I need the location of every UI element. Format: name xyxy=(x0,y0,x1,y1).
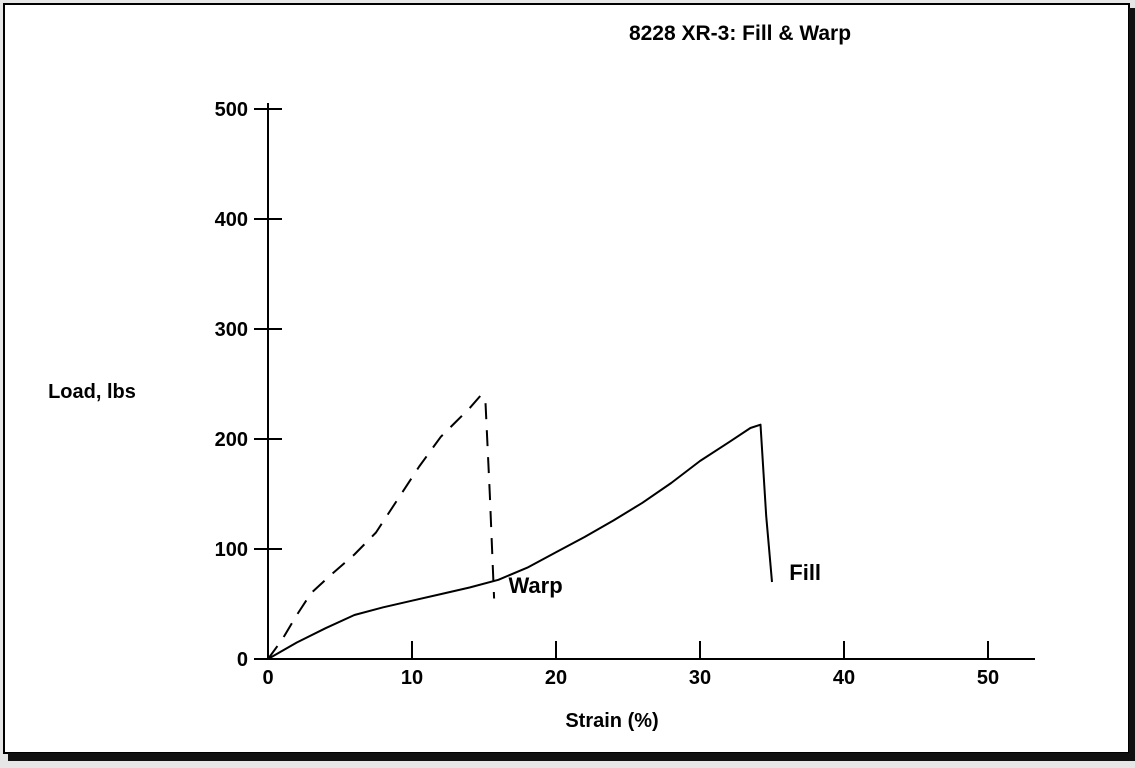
chart-title: 8228 XR-3: Fill & Warp xyxy=(629,22,851,45)
x-tick-label: 50 xyxy=(977,667,999,689)
x-axis-label: Strain (%) xyxy=(565,710,658,732)
series-label-fill: Fill xyxy=(789,560,821,585)
panel-shadow-bottom xyxy=(8,753,1134,761)
series-label-warp: Warp xyxy=(508,573,562,598)
y-axis-label: Load, lbs xyxy=(48,381,136,403)
x-tick-label: 10 xyxy=(401,667,423,689)
y-tick-label: 300 xyxy=(215,319,248,341)
chart-panel xyxy=(3,3,1130,754)
series-line-fill xyxy=(267,423,773,660)
y-tick-label: 400 xyxy=(215,209,248,231)
x-tick-label: 40 xyxy=(833,667,855,689)
y-tick-label: 200 xyxy=(215,429,248,451)
panel-shadow-right xyxy=(1129,8,1135,761)
series-line-warp xyxy=(267,394,496,660)
y-tick-label: 100 xyxy=(215,539,248,561)
series-group: Warp Fill xyxy=(267,394,821,660)
x-tick-label: 20 xyxy=(545,667,567,689)
x-tick-label: 0 xyxy=(262,667,273,689)
y-tick-label: 500 xyxy=(215,99,248,121)
y-tick-label: 0 xyxy=(237,649,248,671)
x-tick-label: 30 xyxy=(689,667,711,689)
